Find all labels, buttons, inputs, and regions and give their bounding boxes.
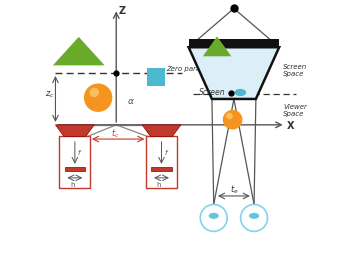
Text: $t_c$: $t_c$ [112,127,120,140]
Text: h: h [70,182,74,188]
Text: $z_c$: $z_c$ [45,89,54,100]
Ellipse shape [209,213,219,219]
Text: h: h [157,182,161,188]
Text: α: α [128,97,134,106]
Text: f: f [165,150,167,156]
Text: f: f [78,150,80,156]
Text: Zero parallax: Zero parallax [167,66,213,72]
Circle shape [223,110,242,129]
Circle shape [90,88,99,97]
Polygon shape [53,37,104,65]
Text: $t_e$: $t_e$ [230,183,238,196]
Circle shape [241,204,268,231]
FancyBboxPatch shape [147,68,165,86]
Polygon shape [142,125,181,136]
Text: Screen
Space: Screen Space [283,64,307,77]
Bar [59,136,90,188]
Bar [64,167,85,171]
Text: X: X [287,121,295,131]
Polygon shape [56,125,94,136]
Polygon shape [203,36,231,56]
Bar [151,167,172,171]
Ellipse shape [235,89,246,96]
Polygon shape [189,47,279,99]
Circle shape [200,204,227,231]
Ellipse shape [249,213,259,219]
Text: Viewer
Space: Viewer Space [283,104,307,117]
Circle shape [226,113,233,119]
Bar [189,40,279,47]
Text: Screen: Screen [199,88,225,97]
Circle shape [84,83,112,112]
Bar [146,136,177,188]
Text: Z: Z [119,6,126,16]
